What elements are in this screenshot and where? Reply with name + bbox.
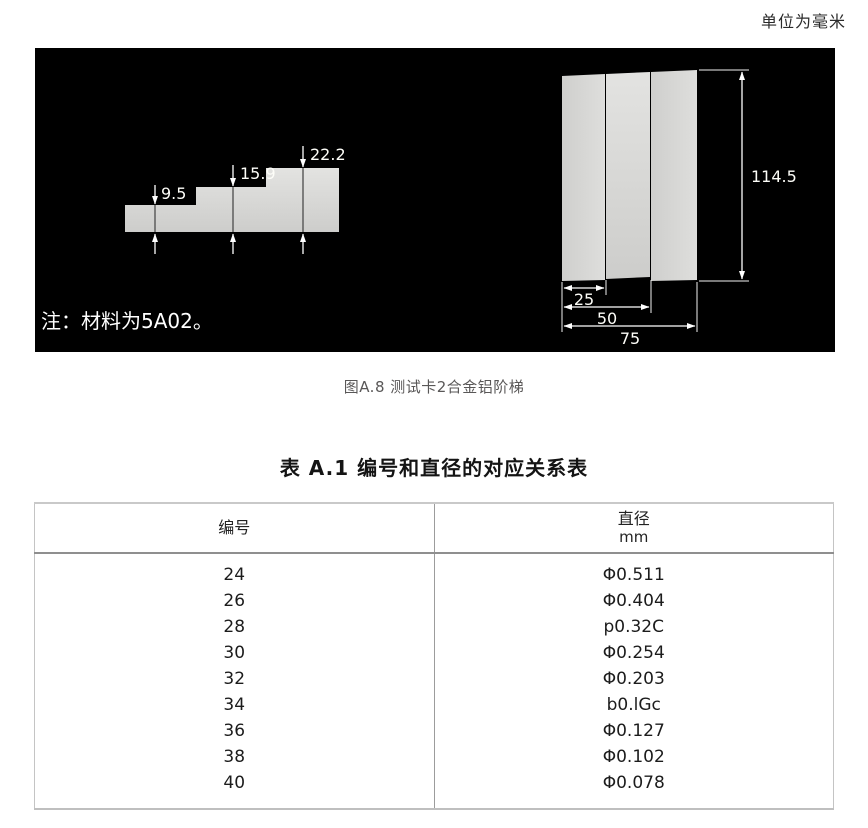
header-number: 编号 — [34, 503, 435, 554]
diameter-table-body: 24 Φ0.511 26 Φ0.404 28 p0.32C 30 Φ0.254 32 Φ0.203… — [34, 553, 834, 809]
table-row: 36 Φ0.127 — [34, 718, 834, 744]
table-row: 32 Φ0.203 — [34, 666, 834, 692]
cell-number: 34 — [34, 692, 435, 718]
figure-a8-panel: 9.5 15.9 22.2 114.5 — [35, 48, 835, 352]
step-wedge-side-view: 9.5 15.9 22.2 — [125, 145, 346, 254]
dim-label-width-25: 25 — [574, 290, 594, 309]
cell-diameter: Φ0.203 — [602, 669, 665, 689]
cell-diameter: Φ0.511 — [602, 565, 665, 585]
header-diameter-unit: mm — [619, 528, 649, 546]
table-row: 28 p0.32C — [34, 614, 834, 640]
step-wedge-profile — [125, 168, 339, 232]
figure-a8-drawing: 9.5 15.9 22.2 114.5 — [41, 69, 797, 348]
step-wedge-front-view: 114.5 25 50 75 — [561, 69, 797, 348]
table-title: 表 A.1 编号和直径的对应关系表 — [279, 456, 589, 480]
dim-label-width-75: 75 — [620, 329, 640, 348]
material-note: 注：材料为5A02。 — [41, 309, 213, 333]
cell-number: 32 — [34, 666, 435, 692]
cell-number: 30 — [34, 640, 435, 666]
cell-number: 24 — [34, 553, 435, 588]
cell-diameter: Φ0.127 — [602, 721, 665, 741]
table-row: 34 b0.lGc — [34, 692, 834, 718]
cell-diameter: b0.lGc — [606, 695, 661, 715]
cell-diameter: p0.32C — [603, 617, 664, 637]
dim-label-step2-height: 15.9 — [240, 164, 276, 183]
table-row: 30 Φ0.254 — [34, 640, 834, 666]
cell-number: 38 — [34, 744, 435, 770]
front-step-1 — [562, 74, 605, 281]
cell-diameter: Φ0.102 — [602, 747, 665, 767]
dim-label-step1-height: 9.5 — [161, 184, 186, 203]
cell-diameter: Φ0.078 — [602, 773, 665, 793]
cell-number: 28 — [34, 614, 435, 640]
figure-caption: 图A.8 测试卡2合金铝阶梯 — [343, 378, 525, 396]
header-diameter: 直径 mm — [434, 503, 834, 554]
table-row: 26 Φ0.404 — [34, 588, 834, 614]
unit-note: 单位为毫米 — [760, 12, 846, 31]
dim-label-step3-height: 22.2 — [310, 145, 346, 164]
cell-number: 26 — [34, 588, 435, 614]
diameter-table-header: 编号 直径 mm — [34, 503, 834, 554]
table-row: 38 Φ0.102 — [34, 744, 834, 770]
table-row: 40 Φ0.078 — [34, 770, 834, 809]
cell-diameter: Φ0.404 — [602, 591, 665, 611]
diameter-table: 编号 直径 mm 24 Φ0.511 26 Φ0.404 28 p0.32C 30 Φ0.25… — [34, 502, 834, 810]
cell-diameter: Φ0.254 — [602, 643, 665, 663]
front-step-2 — [606, 72, 650, 279]
cell-number: 40 — [34, 770, 435, 809]
dim-label-total-height: 114.5 — [751, 167, 797, 186]
header-diameter-label: 直径 — [617, 509, 650, 529]
dim-label-width-50: 50 — [597, 309, 617, 328]
cell-number: 36 — [34, 718, 435, 744]
front-step-3 — [651, 70, 697, 281]
table-row: 24 Φ0.511 — [34, 553, 834, 588]
